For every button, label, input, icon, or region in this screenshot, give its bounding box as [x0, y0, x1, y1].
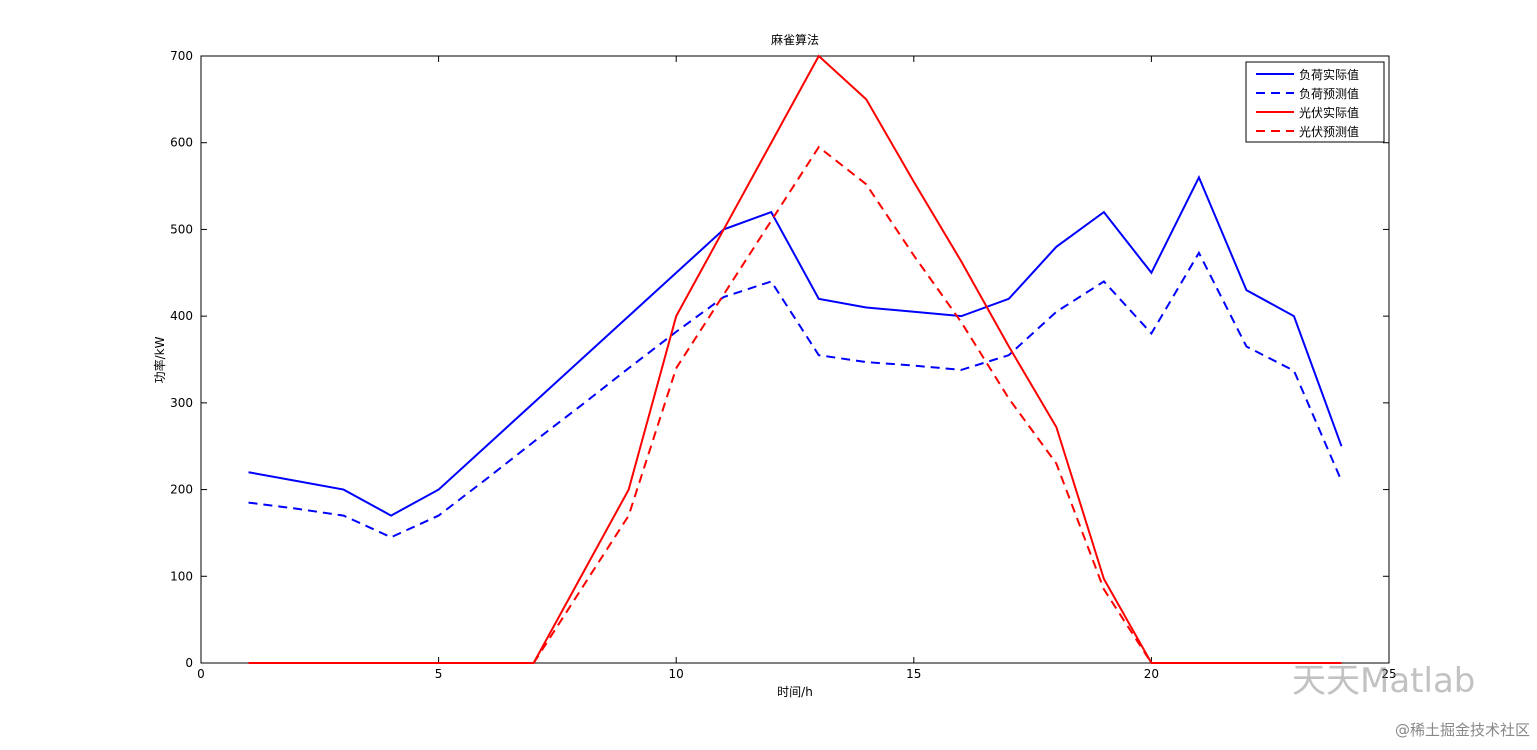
series-line [248, 54, 1342, 664]
x-axis-label: 时间/h [777, 685, 813, 699]
legend-label: 负荷实际值 [1299, 67, 1359, 82]
series-line [248, 175, 1343, 517]
y-tick-label: 0 [185, 656, 193, 670]
y-tick-label: 700 [170, 49, 193, 63]
chart-title: 麻雀算法 [771, 32, 819, 47]
y-tick-label: 300 [170, 396, 193, 410]
axes-box [200, 55, 1390, 664]
y-tick-label: 400 [170, 309, 193, 323]
legend-box [1245, 61, 1385, 143]
y-tick-label: 200 [170, 483, 193, 497]
x-tick-label: 20 [1144, 667, 1159, 681]
x-tick-label: 0 [197, 667, 205, 681]
legend-label: 负荷预测值 [1299, 86, 1359, 101]
watermark-site: @稀土掘金技术社区 [1395, 721, 1530, 739]
y-axis-label: 功率/kW [152, 336, 167, 383]
watermark-brand: 天天Matlab [1292, 661, 1475, 701]
legend-label: 光伏预测值 [1299, 124, 1359, 139]
x-tick-label: 5 [435, 667, 443, 681]
y-tick-label: 100 [170, 569, 193, 583]
series-line [248, 145, 1342, 664]
x-tick-label: 10 [669, 667, 684, 681]
x-tick-label: 25 [1381, 667, 1396, 681]
series-line [248, 250, 1343, 539]
y-tick-label: 500 [170, 222, 193, 236]
legend-label: 光伏实际值 [1299, 105, 1359, 120]
y-tick-label: 600 [170, 136, 193, 150]
x-tick-label: 15 [906, 667, 921, 681]
